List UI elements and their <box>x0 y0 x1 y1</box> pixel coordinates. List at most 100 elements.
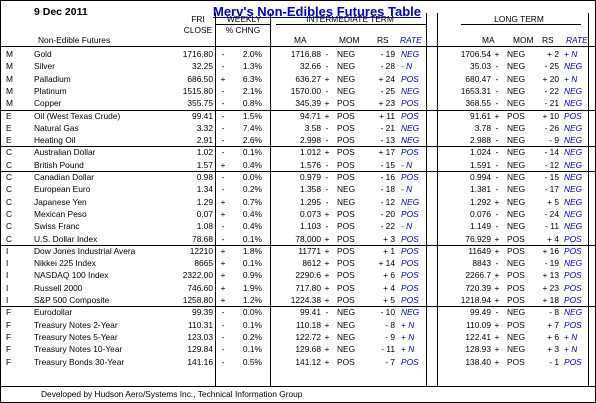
cell-lrate: NEG <box>564 258 583 269</box>
cell-lma: 2266.7 <box>465 270 491 281</box>
cell-chng: 0.9% <box>242 270 262 281</box>
cell-irs: - 19 <box>380 49 395 59</box>
cell-ima: 1716.88 <box>290 49 321 59</box>
cell-imom: NEG <box>337 184 356 195</box>
cell-name: Canadian Dollar <box>34 172 95 182</box>
cell-idir: + <box>324 331 330 342</box>
cell-imom: POS <box>337 221 355 232</box>
cell-close: 1.29 <box>196 196 213 207</box>
cell-chng: 0.7% <box>242 196 262 207</box>
cell-lrate: + N <box>564 344 578 355</box>
cell-chng: 1.9% <box>242 282 262 293</box>
cell-imom: NEG <box>337 61 356 72</box>
cell-chng: 0.1% <box>242 319 262 330</box>
cell-idir: - <box>325 307 329 318</box>
cell-name: Treasury Bonds 30-Year <box>34 356 125 367</box>
cell-imom: POS <box>337 147 355 158</box>
cell-name: Eurodollar <box>34 307 73 318</box>
cell-close: 1.34 <box>196 184 213 195</box>
cell-lma: 1218.94 <box>460 295 491 305</box>
cell-irs: - 21 <box>380 122 395 133</box>
header-divider <box>1 46 595 47</box>
header-rs: RS <box>377 35 389 45</box>
cell-lmom: NEG <box>507 208 526 219</box>
cell-name: Platinum <box>34 85 67 96</box>
cell-idir: + <box>324 98 330 109</box>
cell-lrate: POS <box>564 319 582 330</box>
cell-name: S&P 500 Composite <box>34 295 110 305</box>
cell-idir: + <box>324 356 330 367</box>
cell-idir: + <box>324 245 330 256</box>
cell-irs: - 25 <box>380 85 395 96</box>
cell-idir: + <box>324 282 330 293</box>
cell-lrs: - 17 <box>544 184 559 195</box>
cell-chng: 0.1% <box>242 147 262 158</box>
cell-lmom: NEG <box>507 85 526 96</box>
cell-irs: - 10 <box>380 307 395 318</box>
cell-chng: 2.0% <box>242 49 262 59</box>
cell-dir: - <box>221 344 225 355</box>
cell-idir: + <box>324 295 330 305</box>
cell-dir: - <box>221 135 225 146</box>
cell-dir: - <box>221 184 225 195</box>
cell-irate: POS <box>401 245 419 256</box>
cell-lrate: NEG <box>564 159 583 170</box>
cell-lrs: - 19 <box>544 258 559 269</box>
cell-imom: POS <box>337 245 355 256</box>
cell-imom: NEG <box>337 307 356 318</box>
cell-imom: POS <box>337 233 355 244</box>
cell-lma: 128.93 <box>465 344 491 355</box>
cell-chng: 1.2% <box>242 295 262 305</box>
cell-ima: 0.073 <box>300 208 321 219</box>
footer-credit: Developed by Hudson Aero/Systems Inc., T… <box>41 389 303 399</box>
group-divider <box>1 171 595 172</box>
cell-lrs: - 1 <box>549 356 559 367</box>
cell-dir: - <box>221 122 225 133</box>
cell-ldir: - <box>495 98 499 109</box>
cell-code: C <box>6 184 13 195</box>
cell-irs: - 12 <box>380 196 395 207</box>
cell-lmom: POS <box>507 233 525 244</box>
cell-lma: 91.61 <box>470 110 491 121</box>
cell-lmom: NEG <box>507 172 526 182</box>
cell-lrs: + 5 <box>547 196 559 207</box>
cell-irate: + N <box>401 344 415 355</box>
cell-chng: 1.8% <box>242 245 262 256</box>
cell-chng: 0.2% <box>242 184 262 195</box>
cell-idir: - <box>325 172 329 182</box>
cell-ldir: - <box>495 172 499 182</box>
cell-lrate: NEG <box>564 196 583 207</box>
cell-lma: 1.024 <box>470 147 491 158</box>
cell-lmom: POS <box>507 295 525 305</box>
cell-chng: 2.6% <box>242 135 262 146</box>
cell-idir: + <box>324 258 330 269</box>
cell-idir: - <box>325 159 329 170</box>
cell-ima: 122.72 <box>295 331 321 342</box>
cell-dir: - <box>221 172 225 182</box>
cell-name: Palladium <box>34 73 71 84</box>
cell-close: 8665 <box>194 258 213 269</box>
cell-code: F <box>6 331 12 342</box>
cell-name: Nikkei 225 Index <box>34 258 96 269</box>
cell-close: 3.32 <box>196 122 213 133</box>
cell-ima: 0.979 <box>300 172 321 182</box>
cell-ima: 11771 <box>298 245 321 256</box>
cell-chng: 0.0% <box>242 172 262 182</box>
cell-lrs: + 4 <box>547 233 559 244</box>
cell-dir: - <box>221 233 225 244</box>
cell-idir: - <box>325 122 329 133</box>
cell-lrs: - 26 <box>544 122 559 133</box>
cell-dir: - <box>221 49 225 59</box>
cell-code: C <box>6 147 13 158</box>
report-date: 9 Dec 2011 <box>34 6 88 18</box>
cell-chng: 6.3% <box>242 73 262 84</box>
cell-code: M <box>6 49 13 59</box>
cell-lmom: NEG <box>507 122 526 133</box>
cell-lmom: NEG <box>507 331 526 342</box>
cell-ima: 94.71 <box>300 110 321 121</box>
cell-lma: 76.929 <box>465 233 491 244</box>
cell-name: Australian Dollar <box>34 147 96 158</box>
cell-close: 746.60 <box>187 282 213 293</box>
cell-lrate: + N <box>564 73 578 84</box>
cell-lrate: POS <box>564 245 582 256</box>
